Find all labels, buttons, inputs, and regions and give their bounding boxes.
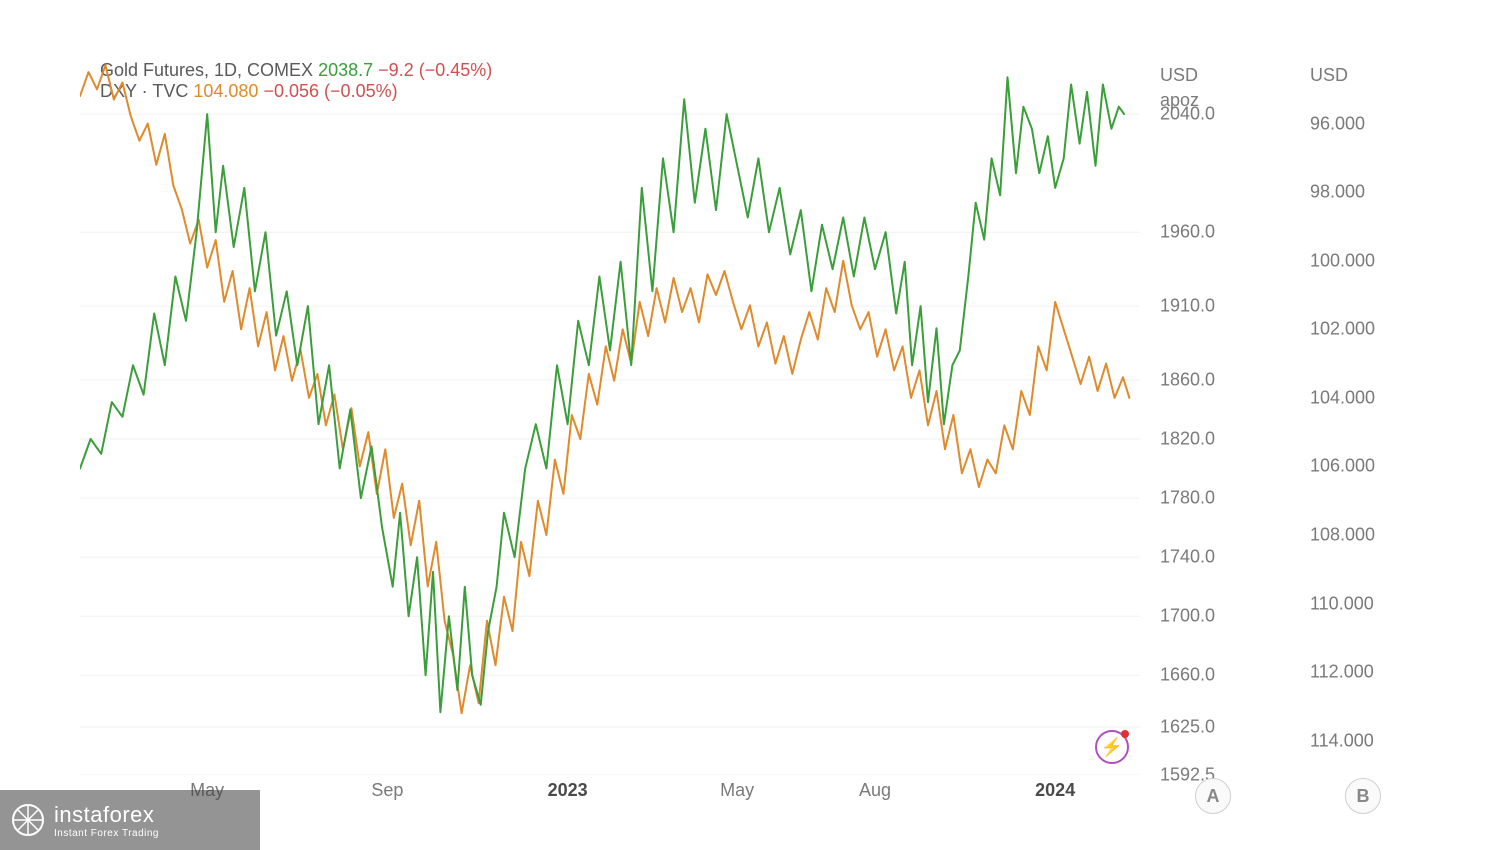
dxy-tick-label: 108.000 xyxy=(1310,525,1375,546)
gold-tick-label: 1820.0 xyxy=(1160,429,1215,450)
watermark-sub: Instant Forex Trading xyxy=(54,828,159,839)
gold-axis: USD apoz 2040.01960.01910.01860.01820.01… xyxy=(1160,55,1270,795)
watermark-main: instaforex xyxy=(54,802,159,828)
dxy-tick-label: 112.000 xyxy=(1310,662,1374,683)
axis-badge-b[interactable]: B xyxy=(1345,778,1381,814)
right-axes: USD apoz 2040.01960.01910.01860.01820.01… xyxy=(1160,55,1480,795)
dxy-tick-label: 110.000 xyxy=(1310,593,1374,614)
x-tick-label: 2024 xyxy=(1035,780,1075,801)
gold-axis-unit1: USD xyxy=(1160,65,1198,86)
dxy-tick-label: 106.000 xyxy=(1310,456,1375,477)
flash-icon-wrap[interactable]: ⚡ xyxy=(1095,730,1129,764)
gold-tick-label: 1860.0 xyxy=(1160,369,1215,390)
gold-tick-label: 1960.0 xyxy=(1160,222,1215,243)
watermark: instaforex Instant Forex Trading xyxy=(0,790,260,850)
dxy-tick-label: 100.000 xyxy=(1310,250,1375,271)
flash-icon: ⚡ xyxy=(1101,737,1123,758)
dxy-tick-label: 96.000 xyxy=(1310,113,1365,134)
gold-tick-label: 1700.0 xyxy=(1160,606,1215,627)
x-tick-label: May xyxy=(720,780,754,801)
x-tick-label: 2023 xyxy=(548,780,588,801)
dxy-axis-unit1: USD xyxy=(1310,65,1348,86)
gold-tick-label: 1780.0 xyxy=(1160,488,1215,509)
gold-tick-label: 1910.0 xyxy=(1160,296,1215,317)
dxy-tick-label: 114.000 xyxy=(1310,730,1374,751)
plot-svg xyxy=(80,55,1140,775)
gold-tick-label: 1625.0 xyxy=(1160,717,1215,738)
dxy-tick-label: 102.000 xyxy=(1310,319,1375,340)
x-tick-label: Aug xyxy=(859,780,891,801)
plot-area[interactable] xyxy=(80,55,1140,775)
gold-tick-label: 1740.0 xyxy=(1160,547,1215,568)
gold-tick-label: 1660.0 xyxy=(1160,665,1215,686)
gold-tick-label: 2040.0 xyxy=(1160,104,1215,125)
x-tick-label: Sep xyxy=(371,780,403,801)
axis-badges: A B xyxy=(1160,778,1480,818)
dxy-tick-label: 98.000 xyxy=(1310,182,1365,203)
axis-badge-a[interactable]: A xyxy=(1195,778,1231,814)
chart-container: Gold Futures, 1D, COMEX 2038.7 −9.2 (−0.… xyxy=(0,0,1500,850)
instaforex-logo-icon xyxy=(10,802,46,838)
dxy-tick-label: 104.000 xyxy=(1310,387,1375,408)
dxy-axis: USD 96.000 98.000 100.000 102.000 104.000 106… xyxy=(1310,55,1420,795)
